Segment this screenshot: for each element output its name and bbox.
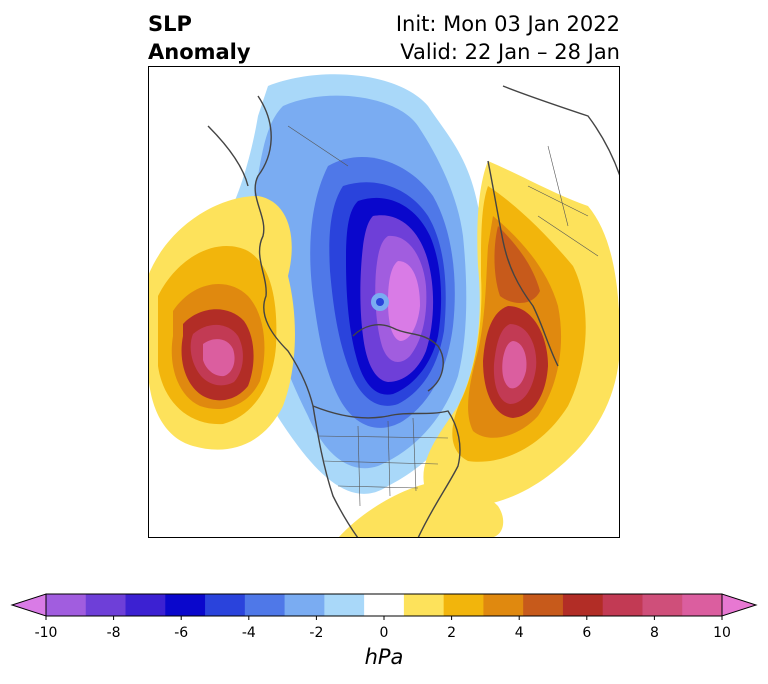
colorbar-swatch <box>284 594 325 616</box>
colorbar-swatch <box>602 594 643 616</box>
atlantic-positive-anomaly <box>423 161 620 507</box>
colorbar-unit-label: hPa <box>364 645 404 669</box>
colorbar-swatch <box>523 594 564 616</box>
colorbar-swatch <box>46 594 87 616</box>
chart-title-variable: SLP Anomaly <box>148 10 251 66</box>
colorbar-tick-label: -6 <box>174 625 188 641</box>
colorbar: -10 -8 -6 -4 -2 0 2 4 6 8 10 <box>10 593 758 641</box>
southern-positive-anomaly <box>338 482 504 538</box>
colorbar-tick-label: -4 <box>242 625 256 641</box>
coastlines <box>207 85 620 538</box>
colorbar-tick-label: 6 <box>582 625 591 641</box>
colorbar-tick-label: 10 <box>713 625 731 641</box>
colorbar-swatch <box>125 594 166 616</box>
colorbar-swatch <box>483 594 524 616</box>
colorbar-tick-label: -8 <box>107 625 121 641</box>
colorbar-extend-low <box>10 593 47 617</box>
colorbar-tick-label: 8 <box>650 625 659 641</box>
political-borders <box>287 125 599 507</box>
colorbar-swatch <box>85 594 127 616</box>
colorbar-extend-high <box>721 593 758 617</box>
pacific-positive-anomaly <box>148 196 295 450</box>
init-date-label: Init: Mon 03 Jan 2022 <box>395 12 620 36</box>
colorbar-swatch <box>682 594 723 616</box>
title-line-2: Anomaly <box>148 40 251 64</box>
colorbar-tick-label: 4 <box>515 625 524 641</box>
colorbar-swatch <box>364 594 405 616</box>
chart-title-dates: Init: Mon 03 Jan 2022 Valid: 22 Jan – 28… <box>396 10 620 66</box>
colorbar-swatch <box>165 594 206 616</box>
colorbar-swatch <box>324 594 365 616</box>
colorbar-swatch <box>205 594 246 616</box>
colorbar-tick-label: -10 <box>35 625 58 641</box>
colorbar-swatch <box>443 594 484 616</box>
valid-range-label: Valid: 22 Jan – 28 Jan <box>400 40 620 64</box>
colorbar-swatch <box>562 594 604 616</box>
colorbar-tick-label: 0 <box>380 625 389 641</box>
colorbar-swatch <box>642 594 683 616</box>
slp-anomaly-map <box>148 66 620 538</box>
title-line-1: SLP <box>148 12 192 36</box>
colorbar-swatch <box>244 594 286 616</box>
colorbar-tick-label: 2 <box>447 625 456 641</box>
colorbar-tick-label: -2 <box>309 625 323 641</box>
colorbar-swatch <box>403 594 445 616</box>
